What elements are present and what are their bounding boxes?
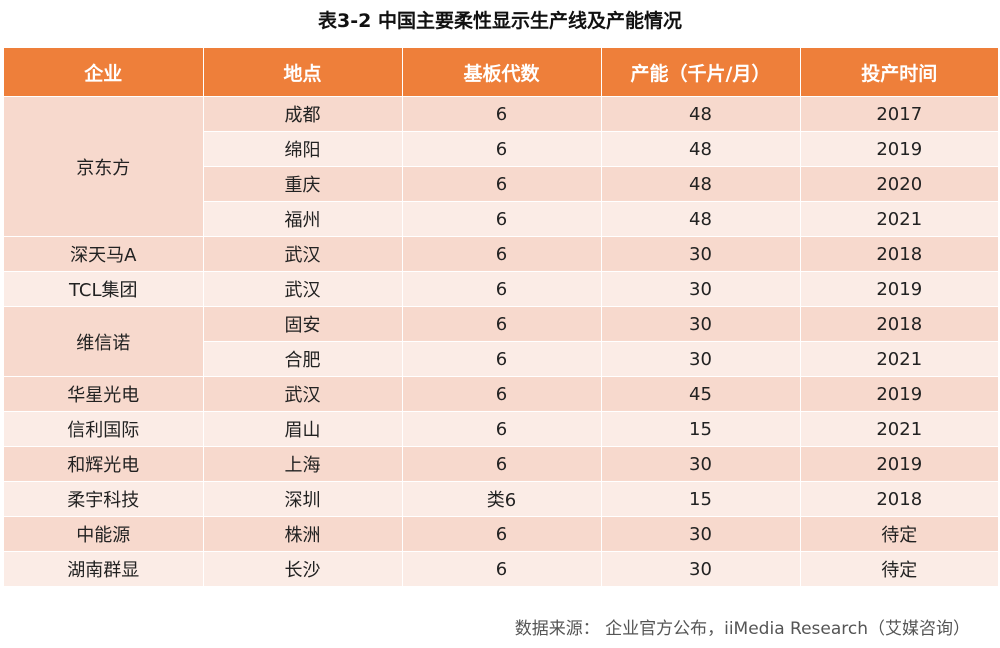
generation-cell: 6	[402, 96, 602, 132]
capacity-cell: 30	[601, 446, 801, 482]
year-cell: 待定	[800, 516, 998, 552]
company-cell: 维信诺	[4, 306, 204, 377]
generation-cell: 6	[402, 551, 602, 586]
location-cell: 武汉	[203, 376, 403, 412]
capacity-cell: 30	[601, 306, 801, 342]
company-cell: 湖南群显	[4, 551, 204, 586]
header-generation: 基板代数	[402, 48, 602, 97]
capacity-cell: 30	[601, 341, 801, 377]
company-cell: 柔宇科技	[4, 481, 204, 517]
generation-cell: 6	[402, 516, 602, 552]
generation-cell: 6	[402, 201, 602, 237]
generation-cell: 6	[402, 271, 602, 307]
table-row: 重庆 6 48 2020	[4, 166, 998, 202]
generation-cell: 6	[402, 411, 602, 447]
year-cell: 2017	[800, 96, 998, 132]
header-year: 投产时间	[800, 48, 998, 97]
location-cell: 上海	[203, 446, 403, 482]
year-cell: 2019	[800, 376, 998, 412]
capacity-cell: 48	[601, 201, 801, 237]
table-row: 湖南群显 长沙 6 30 待定	[4, 551, 998, 586]
header-row: 企业 地点 基板代数 产能（千片/月） 投产时间	[4, 48, 998, 97]
year-cell: 2020	[800, 166, 998, 202]
generation-cell: 6	[402, 446, 602, 482]
year-cell: 2019	[800, 131, 998, 167]
header-capacity: 产能（千片/月）	[601, 48, 801, 97]
year-cell: 2021	[800, 341, 998, 377]
location-cell: 成都	[203, 96, 403, 132]
location-cell: 武汉	[203, 271, 403, 307]
location-cell: 固安	[203, 306, 403, 342]
table-row: 绵阳 6 48 2019	[4, 131, 998, 167]
generation-cell: 6	[402, 236, 602, 272]
table-row: TCL集团 武汉 6 30 2019	[4, 271, 998, 307]
capacity-cell: 30	[601, 271, 801, 307]
table-title: 表3-2 中国主要柔性显示生产线及产能情况	[318, 10, 682, 32]
generation-cell: 6	[402, 131, 602, 167]
location-cell: 武汉	[203, 236, 403, 272]
location-cell: 长沙	[203, 551, 403, 586]
location-cell: 绵阳	[203, 131, 403, 167]
year-cell: 2018	[800, 236, 998, 272]
generation-cell: 6	[402, 306, 602, 342]
location-cell: 福州	[203, 201, 403, 237]
company-cell: 深天马A	[4, 236, 204, 272]
capacity-cell: 15	[601, 411, 801, 447]
table-row: 华星光电 武汉 6 45 2019	[4, 376, 998, 412]
location-cell: 重庆	[203, 166, 403, 202]
capacity-cell: 15	[601, 481, 801, 517]
table-row: 柔宇科技 深圳 类6 15 2018	[4, 481, 998, 517]
table-row: 合肥 6 30 2021	[4, 341, 998, 377]
table-row: 京东方 成都 6 48 2017	[4, 96, 998, 237]
table-row: 信利国际 眉山 6 15 2021	[4, 411, 998, 447]
company-cell: 中能源	[4, 516, 204, 552]
capacity-cell: 30	[601, 236, 801, 272]
table-row: 维信诺 固安 6 30 2018	[4, 306, 998, 377]
year-cell: 2019	[800, 271, 998, 307]
year-cell: 待定	[800, 551, 998, 586]
generation-cell: 类6	[402, 481, 602, 517]
location-cell: 深圳	[203, 481, 403, 517]
company-cell: 京东方	[4, 96, 204, 237]
header-location: 地点	[203, 48, 403, 97]
location-cell: 合肥	[203, 341, 403, 377]
company-cell: 和辉光电	[4, 446, 204, 482]
year-cell: 2019	[800, 446, 998, 482]
year-cell: 2018	[800, 481, 998, 517]
generation-cell: 6	[402, 341, 602, 377]
flexible-display-table: 企业 地点 基板代数 产能（千片/月） 投产时间 京东方 成都 6 48 201…	[4, 48, 998, 586]
year-cell: 2021	[800, 201, 998, 237]
table-row: 和辉光电 上海 6 30 2019	[4, 446, 998, 482]
capacity-cell: 48	[601, 131, 801, 167]
company-cell: 信利国际	[4, 411, 204, 447]
capacity-cell: 48	[601, 96, 801, 132]
capacity-cell: 30	[601, 516, 801, 552]
company-cell: TCL集团	[4, 271, 204, 307]
year-cell: 2021	[800, 411, 998, 447]
header-company: 企业	[4, 48, 204, 97]
capacity-cell: 45	[601, 376, 801, 412]
generation-cell: 6	[402, 376, 602, 412]
data-source-note: 数据来源： 企业官方公布，iiMedia Research（艾媒咨询）	[514, 619, 970, 639]
company-cell: 华星光电	[4, 376, 204, 412]
location-cell: 眉山	[203, 411, 403, 447]
table-row: 中能源 株洲 6 30 待定	[4, 516, 998, 552]
location-cell: 株洲	[203, 516, 403, 552]
generation-cell: 6	[402, 166, 602, 202]
table-row: 深天马A 武汉 6 30 2018	[4, 236, 998, 272]
table-row: 福州 6 48 2021	[4, 201, 998, 237]
year-cell: 2018	[800, 306, 998, 342]
capacity-cell: 48	[601, 166, 801, 202]
capacity-cell: 30	[601, 551, 801, 586]
